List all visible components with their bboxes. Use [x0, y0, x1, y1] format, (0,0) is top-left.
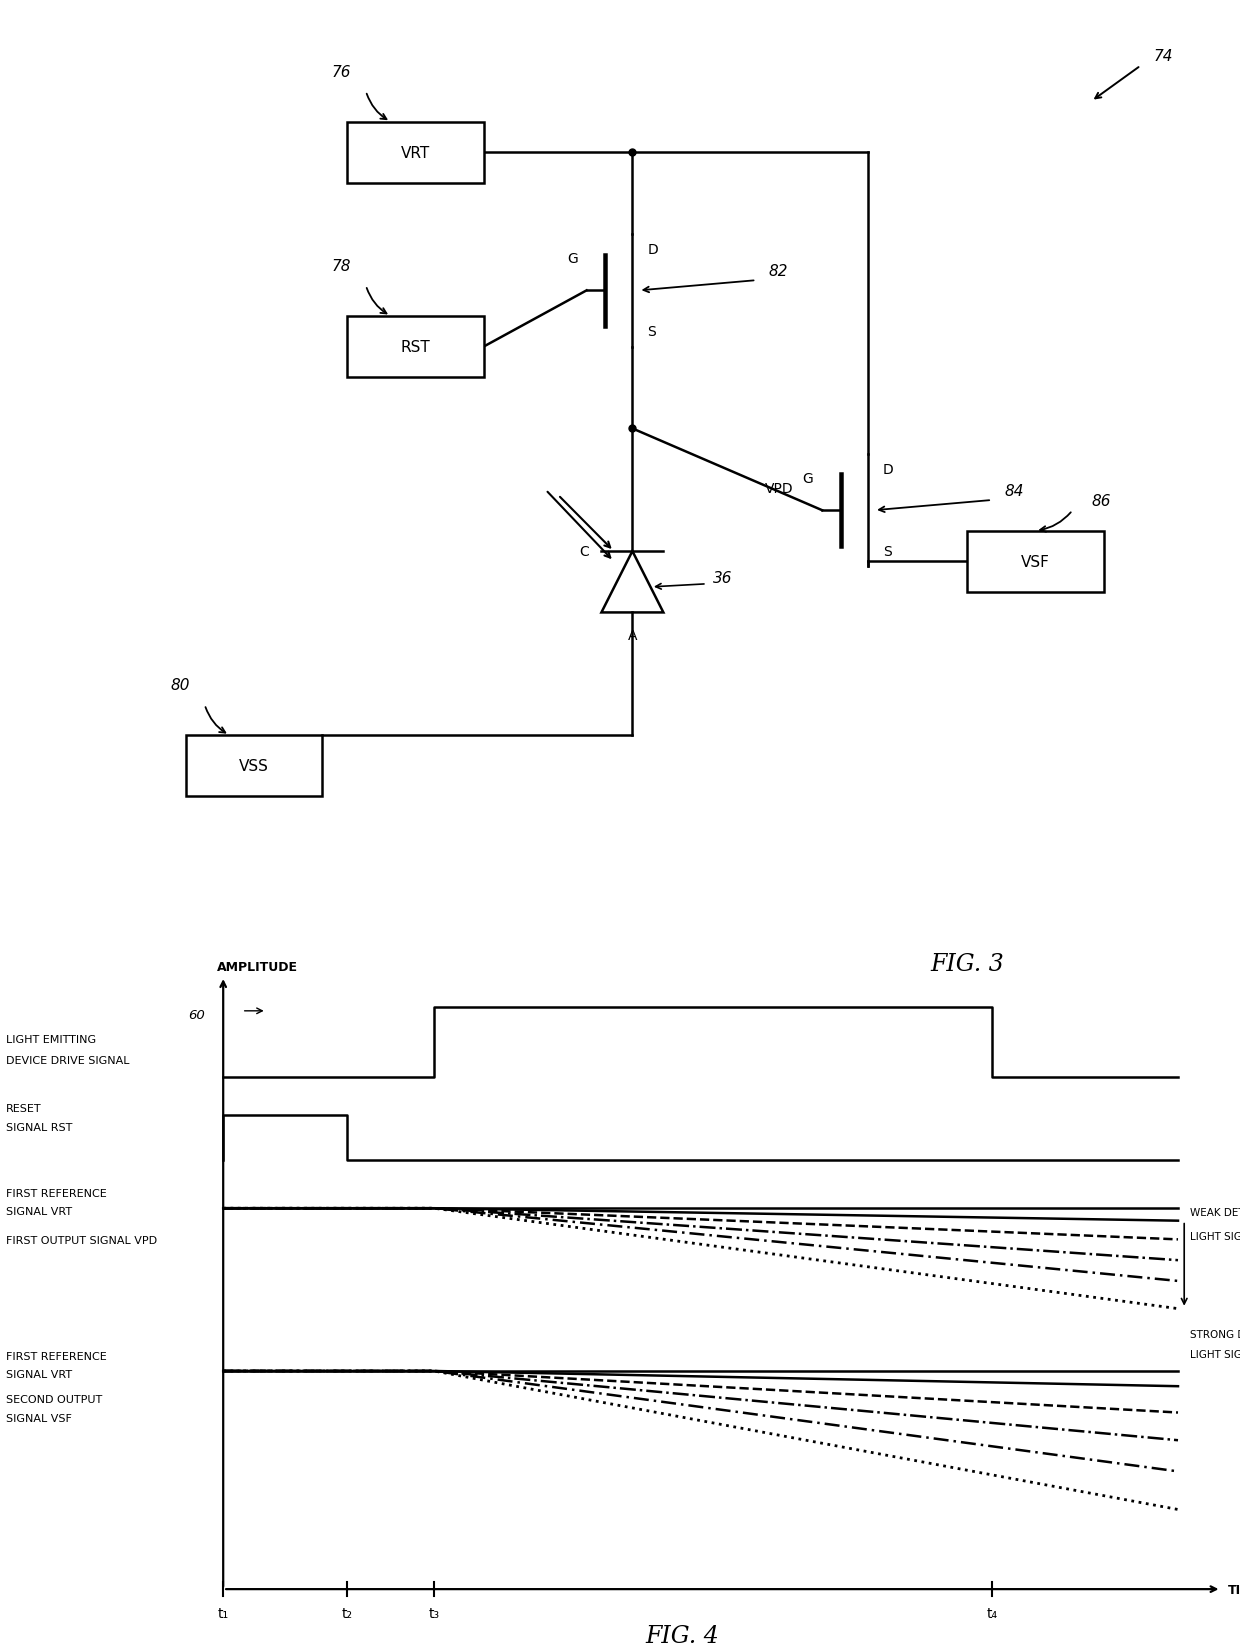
Bar — [967, 531, 1104, 593]
Text: SIGNAL VSF: SIGNAL VSF — [6, 1412, 72, 1422]
Text: LIGHT SIGNAL: LIGHT SIGNAL — [1190, 1350, 1240, 1360]
Text: AMPLITUDE: AMPLITUDE — [217, 961, 298, 972]
Text: t₄: t₄ — [987, 1607, 997, 1620]
Text: DEVICE DRIVE SIGNAL: DEVICE DRIVE SIGNAL — [6, 1055, 130, 1065]
Text: STRONG DETECTED: STRONG DETECTED — [1190, 1330, 1240, 1340]
Text: FIRST REFERENCE: FIRST REFERENCE — [6, 1351, 107, 1361]
Text: RST: RST — [401, 339, 430, 354]
Text: LIGHT SIGNAL: LIGHT SIGNAL — [1190, 1231, 1240, 1241]
Text: TIME: TIME — [1228, 1582, 1240, 1595]
Text: WEAK DETECTED: WEAK DETECTED — [1190, 1208, 1240, 1218]
Text: FIG. 4: FIG. 4 — [645, 1625, 719, 1648]
Text: SIGNAL VRT: SIGNAL VRT — [6, 1206, 72, 1216]
Bar — [347, 122, 484, 185]
Text: VSF: VSF — [1021, 554, 1050, 570]
Text: C: C — [579, 545, 589, 559]
Text: 36: 36 — [713, 570, 733, 585]
Text: RESET: RESET — [6, 1104, 42, 1114]
Text: VSS: VSS — [239, 758, 269, 775]
Text: 84: 84 — [1004, 483, 1024, 499]
Text: FIG. 3: FIG. 3 — [930, 953, 1004, 976]
Text: FIRST REFERENCE: FIRST REFERENCE — [6, 1188, 107, 1198]
Text: VRT: VRT — [401, 145, 430, 162]
Text: G: G — [802, 471, 813, 485]
Text: t₁: t₁ — [218, 1607, 228, 1620]
Text: A: A — [627, 628, 637, 643]
Text: D: D — [883, 463, 894, 476]
Text: G: G — [567, 252, 578, 265]
Text: SIGNAL VRT: SIGNAL VRT — [6, 1369, 72, 1379]
Text: FIRST OUTPUT SIGNAL VPD: FIRST OUTPUT SIGNAL VPD — [6, 1234, 157, 1246]
Text: 80: 80 — [170, 677, 190, 692]
Text: 76: 76 — [331, 64, 351, 79]
Text: 86: 86 — [1091, 494, 1111, 509]
Text: D: D — [647, 244, 658, 257]
Text: 74: 74 — [1153, 49, 1173, 64]
Text: S: S — [647, 325, 656, 339]
Text: SIGNAL RST: SIGNAL RST — [6, 1122, 73, 1132]
Text: VPD: VPD — [765, 481, 794, 496]
Text: S: S — [883, 545, 892, 559]
Text: t₃: t₃ — [429, 1607, 439, 1620]
Bar — [347, 316, 484, 377]
Text: SECOND OUTPUT: SECOND OUTPUT — [6, 1394, 103, 1404]
Text: 82: 82 — [769, 264, 789, 279]
Text: 78: 78 — [331, 259, 351, 274]
Bar — [186, 735, 322, 798]
Text: t₂: t₂ — [342, 1607, 352, 1620]
Text: LIGHT EMITTING: LIGHT EMITTING — [6, 1035, 97, 1045]
Text: 60: 60 — [187, 1009, 205, 1022]
